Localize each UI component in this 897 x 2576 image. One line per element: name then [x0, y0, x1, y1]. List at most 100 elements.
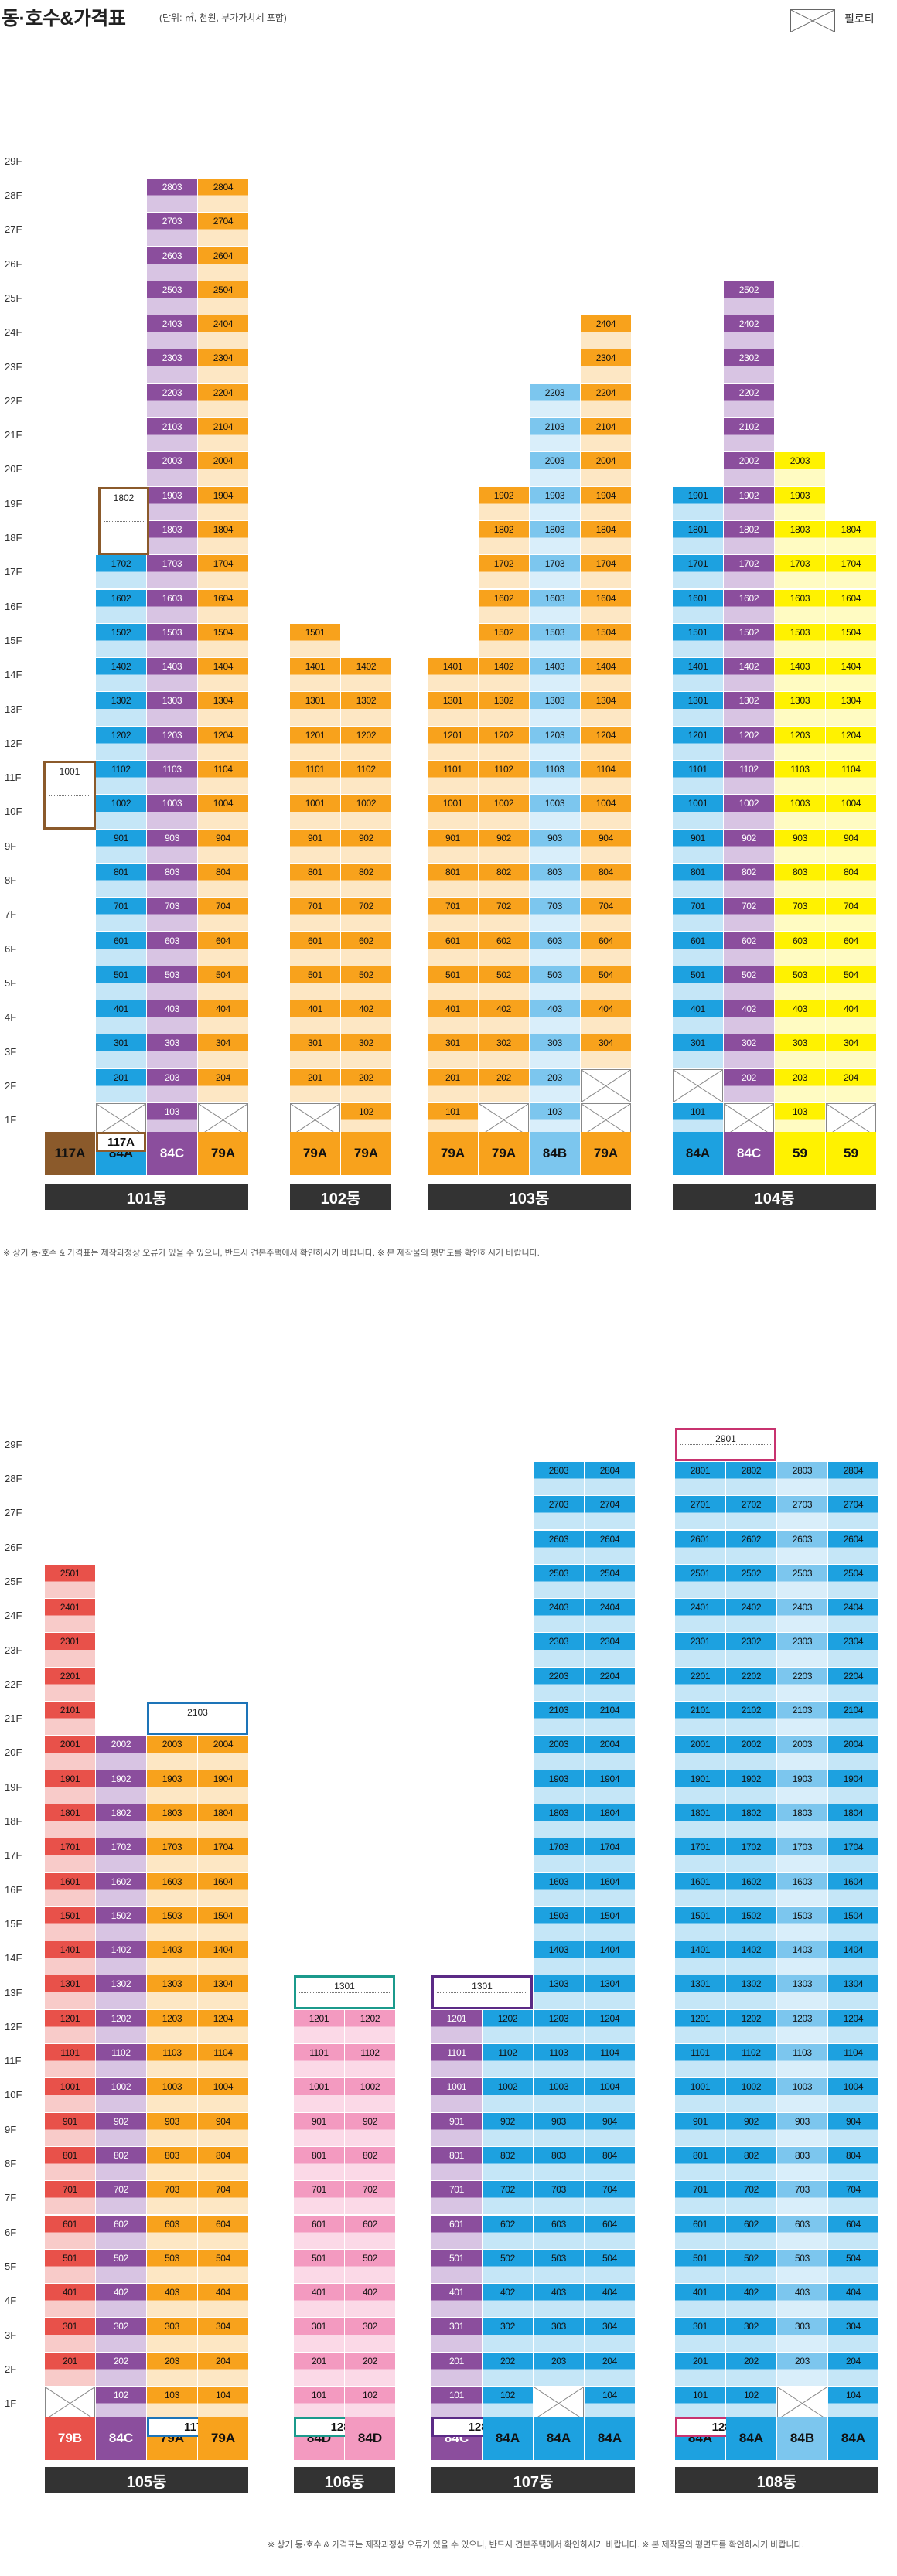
unit-cell[interactable]: 1802 [96, 1804, 146, 1838]
unit-cell[interactable]: 601 [428, 932, 478, 966]
unit-cell[interactable]: 504 [198, 966, 248, 1000]
unit-cell[interactable]: 102 [345, 2387, 395, 2421]
unit-cell[interactable]: 101 [431, 2387, 482, 2421]
unit-cell[interactable]: 302 [726, 2318, 776, 2352]
unit-cell[interactable]: 1803 [775, 520, 825, 555]
unit-cell[interactable]: 1603 [530, 589, 580, 623]
unit-cell[interactable]: 202 [96, 2352, 146, 2386]
unit-cell[interactable]: 803 [534, 2146, 584, 2181]
unit-cell[interactable]: 703 [147, 2181, 197, 2215]
unit-cell[interactable]: 1102 [96, 2044, 146, 2078]
unit-cell[interactable]: 1201 [428, 726, 478, 760]
unit-cell[interactable]: 2104 [828, 1702, 878, 1736]
unit-cell[interactable]: 801 [428, 863, 478, 898]
unit-cell[interactable]: 1403 [530, 658, 580, 692]
highlight-unit[interactable]: 1802 [98, 486, 149, 556]
unit-cell[interactable]: 2302 [726, 1633, 776, 1667]
unit-cell[interactable]: 701 [96, 898, 146, 932]
unit-cell[interactable]: 802 [96, 2146, 146, 2181]
unit-cell[interactable]: 1502 [726, 1906, 776, 1941]
unit-cell[interactable]: 2703 [534, 1496, 584, 1530]
unit-cell[interactable]: 1003 [147, 2078, 197, 2112]
unit-cell[interactable]: 1402 [96, 658, 146, 692]
unit-cell[interactable]: 501 [673, 966, 723, 1000]
unit-cell[interactable]: 2704 [828, 1496, 878, 1530]
unit-cell[interactable]: 1504 [198, 623, 248, 658]
unit-cell[interactable]: 204 [826, 1068, 876, 1102]
unit-cell[interactable]: 702 [726, 2181, 776, 2215]
unit-cell[interactable]: 1102 [726, 2044, 776, 2078]
highlight-unit[interactable]: 2901 [675, 1427, 776, 1461]
unit-cell[interactable]: 302 [483, 2318, 533, 2352]
unit-cell[interactable]: 403 [775, 1000, 825, 1034]
unit-cell[interactable]: 601 [290, 932, 340, 966]
unit-cell[interactable]: 1302 [341, 692, 391, 726]
unit-cell[interactable]: 101 [428, 1103, 478, 1137]
unit-cell[interactable]: 802 [341, 863, 391, 898]
unit-cell[interactable]: 304 [585, 2318, 635, 2352]
unit-cell[interactable]: 1201 [673, 726, 723, 760]
unit-cell[interactable]: 602 [341, 932, 391, 966]
unit-cell[interactable]: 304 [826, 1034, 876, 1068]
unit-cell[interactable]: 1902 [479, 486, 529, 520]
unit-cell[interactable]: 2302 [724, 349, 774, 383]
unit-cell[interactable]: 1603 [534, 1872, 584, 1906]
unit-cell[interactable]: 102 [726, 2387, 776, 2421]
unit-cell[interactable]: 1202 [96, 2009, 146, 2043]
unit-cell[interactable]: 503 [775, 966, 825, 1000]
unit-cell[interactable]: 1604 [198, 1872, 248, 1906]
unit-cell[interactable]: 403 [147, 1000, 197, 1034]
unit-cell[interactable]: 1004 [826, 795, 876, 829]
unit-cell[interactable]: 1101 [673, 761, 723, 795]
unit-cell[interactable]: 701 [290, 898, 340, 932]
unit-cell[interactable]: 1402 [724, 658, 774, 692]
unit-cell[interactable]: 1702 [724, 555, 774, 589]
unit-cell[interactable]: 901 [96, 829, 146, 863]
unit-cell[interactable]: 403 [147, 2284, 197, 2318]
unit-cell[interactable]: 1503 [147, 623, 197, 658]
unit-cell[interactable]: 1203 [777, 2009, 827, 2043]
unit-cell[interactable]: 1902 [726, 1770, 776, 1804]
unit-cell[interactable]: 902 [726, 2112, 776, 2146]
unit-cell[interactable]: 1701 [45, 1838, 95, 1872]
unit-cell[interactable]: 103 [147, 2387, 197, 2421]
unit-cell[interactable]: 2204 [585, 1667, 635, 1701]
unit-cell[interactable]: 2804 [585, 1461, 635, 1496]
unit-cell[interactable]: 2004 [198, 1736, 248, 1770]
unit-cell[interactable]: 503 [777, 2249, 827, 2284]
unit-cell[interactable]: 1404 [828, 1941, 878, 1975]
unit-cell[interactable]: 501 [290, 966, 340, 1000]
unit-cell[interactable]: 903 [147, 2112, 197, 2146]
unit-cell[interactable]: 804 [828, 2146, 878, 2181]
unit-cell[interactable]: 903 [777, 2112, 827, 2146]
unit-cell[interactable]: 2001 [675, 1736, 725, 1770]
unit-cell[interactable]: 504 [581, 966, 631, 1000]
unit-cell[interactable]: 201 [45, 2352, 95, 2386]
unit-cell[interactable]: 902 [479, 829, 529, 863]
unit-cell[interactable]: 2803 [777, 1461, 827, 1496]
unit-cell[interactable]: 2103 [530, 418, 580, 452]
unit-cell[interactable]: 701 [428, 898, 478, 932]
unit-cell[interactable]: 203 [147, 1068, 197, 1102]
unit-cell[interactable]: 902 [341, 829, 391, 863]
unit-cell[interactable]: 101 [294, 2387, 344, 2421]
unit-cell[interactable]: 1103 [147, 2044, 197, 2078]
unit-cell[interactable]: 2501 [675, 1564, 725, 1599]
unit-cell[interactable]: 401 [673, 1000, 723, 1034]
unit-cell[interactable]: 1604 [828, 1872, 878, 1906]
unit-cell[interactable]: 1801 [673, 520, 723, 555]
unit-cell[interactable]: 702 [724, 898, 774, 932]
unit-cell[interactable]: 2301 [675, 1633, 725, 1667]
unit-cell[interactable]: 2003 [530, 452, 580, 486]
unit-cell[interactable]: 502 [726, 2249, 776, 2284]
unit-cell[interactable]: 2003 [147, 1736, 197, 1770]
unit-cell[interactable]: 2304 [585, 1633, 635, 1667]
unit-cell[interactable]: 2802 [726, 1461, 776, 1496]
unit-cell[interactable]: 901 [294, 2112, 344, 2146]
unit-cell[interactable]: 202 [726, 2352, 776, 2386]
unit-cell[interactable]: 802 [483, 2146, 533, 2181]
unit-cell[interactable]: 1304 [198, 1975, 248, 2009]
unit-cell[interactable]: 1201 [294, 2009, 344, 2043]
unit-cell[interactable]: 1501 [675, 1906, 725, 1941]
unit-cell[interactable]: 2502 [726, 1564, 776, 1599]
